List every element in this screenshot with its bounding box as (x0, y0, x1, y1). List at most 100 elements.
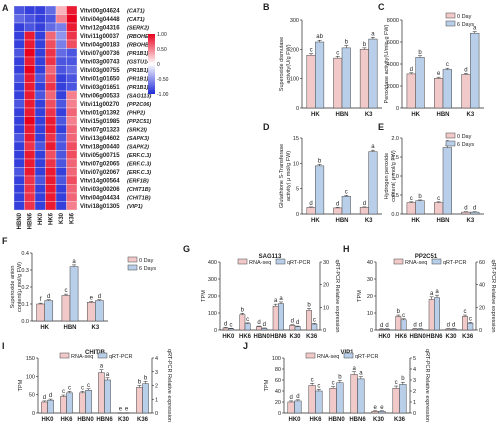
x-tick-label: K30 (118, 417, 130, 423)
heatmap-cell (13, 90, 25, 100)
heatmap-cell (45, 141, 57, 151)
significance-letter: a (371, 31, 375, 37)
significance-letter: c (81, 385, 84, 391)
bar-series2 (44, 300, 54, 322)
bar-series2 (434, 297, 440, 331)
heatmap-cell (45, 107, 57, 117)
y-tick-label: 0 (278, 411, 281, 417)
x-tick-label: HBN6 (270, 334, 287, 340)
heatmap-cell (24, 175, 36, 185)
heatmap-cell (24, 107, 36, 117)
heatmap-row-id: Vitvi18g00440 (80, 145, 120, 151)
colorbar-tick-label: 0 (157, 62, 160, 68)
significance-letter: d (43, 395, 46, 401)
heatmap-cell (34, 150, 46, 160)
y-tick-label: 0.0 (21, 319, 29, 325)
heatmap-cell (66, 192, 78, 202)
heatmap-cell (24, 158, 36, 168)
heatmap-cell (45, 65, 57, 75)
y-axis-label: Superoxide dismutase (279, 37, 285, 91)
legend-swatch (393, 258, 404, 265)
y-tick-label: 0 (296, 212, 299, 218)
heatmap-cell (66, 14, 78, 24)
significance-letter: a (352, 366, 356, 372)
heatmap-cell (66, 22, 78, 32)
significance-letter: d (309, 201, 312, 207)
y-tick-label: 100 (26, 374, 35, 380)
y2-tick-label: 40 (479, 283, 485, 289)
x-tick-label: HBN (437, 112, 450, 118)
heatmap-cell (45, 5, 57, 15)
y2-tick-label: 1 (413, 400, 416, 406)
heatmap-row-gene: (CHIT1B) (127, 196, 151, 202)
y2-axis-label: qRT-PCR Relative expression (334, 260, 340, 333)
y2-tick-label: 1 (155, 397, 158, 403)
heatmap-cell (24, 141, 36, 151)
bar-series2 (415, 57, 425, 109)
significance-letter: f (40, 297, 42, 303)
y-tick-label: 0 (214, 328, 217, 334)
heatmap-cell (45, 184, 57, 194)
significance-letter: e (119, 407, 123, 413)
bar-series2 (415, 200, 425, 215)
bar-series1 (79, 392, 86, 414)
heatmap-row-id: Vitvi00g04624 (80, 9, 120, 15)
heatmap-cell (45, 48, 57, 58)
heatmap-cell (34, 22, 46, 32)
heatmap-cell (24, 65, 36, 75)
heatmap-cell (66, 48, 78, 58)
bar-series1 (86, 302, 96, 322)
significance-letter: d (410, 67, 413, 73)
panel-letter-J: J (243, 341, 248, 351)
bar-series1 (371, 411, 379, 414)
heatmap-cell (55, 99, 67, 109)
heatmap-colorbar (148, 34, 155, 94)
legend-swatch (445, 20, 456, 27)
heatmap-cell (66, 90, 78, 100)
heatmap-cell (13, 116, 25, 126)
significance-letter: e (125, 407, 129, 413)
heatmap-row-id: Vitvi07g02067 (80, 170, 120, 176)
x-tick-label: HK (411, 112, 420, 118)
heatmap-cell (55, 5, 67, 15)
significance-letter: c (336, 50, 339, 56)
y-tick-label: 400 (208, 260, 217, 266)
x-tick-label: K36 (137, 417, 149, 423)
bar-series1 (60, 396, 67, 414)
y-tick-label: 4000 (387, 62, 399, 68)
heatmap-cell (66, 201, 78, 211)
heatmap-row-gene: (ERF.C.3) (127, 170, 151, 176)
legend-swatch (445, 12, 456, 19)
panel-letter-C: C (378, 2, 385, 12)
significance-letter: c (395, 380, 398, 386)
significance-letter: c (310, 48, 313, 54)
bar-series2 (400, 319, 407, 331)
x-tick-label: HK (40, 325, 49, 331)
x-tick-label: K30 (445, 334, 457, 340)
panel-letter-I: I (2, 341, 5, 351)
y-tick-label: 100 (208, 311, 217, 317)
significance-letter: b (345, 40, 349, 46)
heatmap-cell (55, 31, 67, 41)
heatmap-cell (55, 116, 67, 126)
bar-series1 (406, 73, 416, 109)
heatmap-cell (24, 201, 36, 211)
y-axis-label: Glutathione S-Transferase (279, 144, 285, 208)
significance-letter: d (464, 67, 467, 73)
bar-series2 (315, 390, 323, 414)
significance-letter: a (435, 289, 439, 295)
panel-title: SAG113 (259, 254, 282, 260)
legend-label: qRT-PCR (443, 260, 466, 266)
y2-tick-label: 5 (413, 356, 416, 362)
x-tick-label: K36 (394, 417, 406, 423)
legend-label: qRT-PCR (109, 354, 132, 360)
heatmap-row-id: Vitvi01g01392 (80, 111, 120, 117)
heatmap-cell (66, 56, 78, 66)
significance-letter: b (401, 376, 405, 382)
bar-series2 (294, 326, 301, 331)
panel-letter-G: G (183, 244, 190, 254)
x-tick-label: HBN6 (426, 334, 443, 340)
heatmap-row-id: Vitvi11g00270 (80, 102, 120, 108)
heatmap-row-gene: (PR1B1) (127, 85, 149, 91)
heatmap-cell (45, 158, 57, 168)
